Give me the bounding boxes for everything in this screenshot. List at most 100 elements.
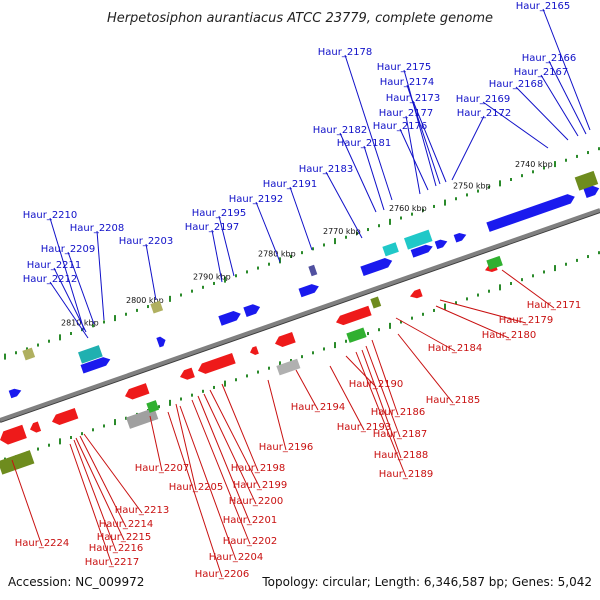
label-leader <box>197 395 251 524</box>
label-leader <box>329 365 365 431</box>
gene-reverse-shape <box>410 288 423 299</box>
tick-mark-top <box>213 281 215 285</box>
gene-label: Haur_2214 <box>99 519 154 530</box>
label-leader <box>67 251 95 325</box>
gene-label: Haur_2178 <box>318 47 373 58</box>
tick-mark-bottom <box>125 416 127 420</box>
label-leader <box>345 355 377 388</box>
tick-mark-bottom <box>235 378 237 382</box>
tick-mark-top <box>59 334 61 341</box>
tick-mark-top <box>147 305 149 309</box>
tick-mark-top <box>378 224 380 228</box>
label-leader <box>289 186 313 251</box>
tick-mark-top <box>180 293 182 297</box>
feature-olive <box>370 296 382 309</box>
tick-mark-bottom <box>455 301 457 305</box>
feature-tan <box>22 347 36 361</box>
gene-label: Haur_2200 <box>229 496 284 507</box>
label-leader <box>83 433 143 514</box>
tick-mark-top <box>103 320 105 324</box>
feature-tan-shape <box>22 347 36 361</box>
tick-mark-top <box>290 255 292 258</box>
tick-mark-bottom <box>334 342 336 349</box>
tick-mark-bottom <box>378 328 380 332</box>
gene-forward <box>80 357 111 374</box>
gene-label: Haur_2175 <box>377 62 432 73</box>
tick-mark-top <box>70 332 72 335</box>
label-leader <box>53 267 87 333</box>
scale-label: 2770 kbp <box>323 227 361 236</box>
scale-label: 2800 kbp <box>126 296 164 305</box>
gene-label: Haur_2187 <box>373 429 428 440</box>
label-leader <box>435 305 510 339</box>
tick-mark-top <box>554 161 556 168</box>
gene-label: Haur_2224 <box>15 538 70 549</box>
gene-forward <box>410 244 433 258</box>
gene-label: Haur_2213 <box>115 505 170 516</box>
gene-label: Haur_2212 <box>23 274 78 285</box>
feature-gray-shape <box>126 407 159 429</box>
label-leader <box>395 317 456 352</box>
label-leader <box>69 443 113 566</box>
gene-label: Haur_2194 <box>291 402 346 413</box>
label-leader <box>344 54 393 201</box>
gene-forward <box>434 239 448 250</box>
tick-mark-top <box>169 295 171 302</box>
gene-label: Haur_2193 <box>337 422 392 433</box>
tick-mark-top <box>510 178 512 181</box>
tick-mark-top <box>587 151 589 155</box>
tick-mark-bottom <box>103 424 105 428</box>
tick-mark-top <box>191 289 193 293</box>
genome-axis <box>0 208 600 423</box>
label-leader <box>405 115 421 195</box>
label-leader <box>540 74 579 137</box>
gene-reverse <box>410 288 423 299</box>
tick-mark-top <box>26 347 28 351</box>
tick-mark-bottom <box>290 359 292 362</box>
label-leader <box>365 345 401 438</box>
feature-cyan <box>382 242 399 257</box>
gene-reverse-shape <box>0 424 27 445</box>
tick-mark-bottom <box>59 438 61 445</box>
label-leader <box>325 171 363 239</box>
gene-label: Haur_2189 <box>379 469 434 480</box>
gene-forward <box>486 194 575 232</box>
tick-mark-bottom <box>499 284 501 291</box>
tick-mark-top <box>257 266 259 270</box>
feature-cyan-shape <box>404 229 433 250</box>
tick-mark-top <box>114 315 116 322</box>
gene-label: Haur_2168 <box>489 79 544 90</box>
gene-forward <box>156 336 166 348</box>
tick-mark-bottom <box>488 289 490 293</box>
gene-label: Haur_2181 <box>337 138 392 149</box>
axis-line <box>0 208 600 422</box>
tick-mark-bottom <box>510 282 512 285</box>
gene-forward-shape <box>360 257 393 277</box>
label-leader <box>412 100 447 183</box>
gene-forward <box>453 232 467 243</box>
tick-mark-bottom <box>301 355 303 359</box>
gene-forward-shape <box>8 388 22 399</box>
scale-label: 2760 kbp <box>389 204 427 213</box>
feature-olive <box>0 450 35 475</box>
tick-mark-bottom <box>224 380 226 387</box>
tick-mark-top <box>433 204 435 208</box>
tick-mark-top <box>400 216 402 220</box>
label-leader <box>355 351 407 478</box>
feature-cyan <box>78 345 103 364</box>
tick-mark-top <box>466 193 468 197</box>
tick-mark-bottom <box>158 405 160 409</box>
feature-green-shape <box>346 327 367 343</box>
gene-forward-shape <box>486 194 575 232</box>
feature-green-shape <box>486 255 503 270</box>
tick-mark-bottom <box>213 385 215 389</box>
tick-mark-bottom <box>202 389 204 393</box>
tick-mark-top <box>356 231 358 235</box>
tick-mark-bottom <box>400 320 402 324</box>
gene-label: Haur_2185 <box>426 395 481 406</box>
accession-text: Accession: NC_009972 <box>8 575 144 589</box>
label-leader <box>209 389 261 489</box>
label-leader <box>191 399 251 545</box>
